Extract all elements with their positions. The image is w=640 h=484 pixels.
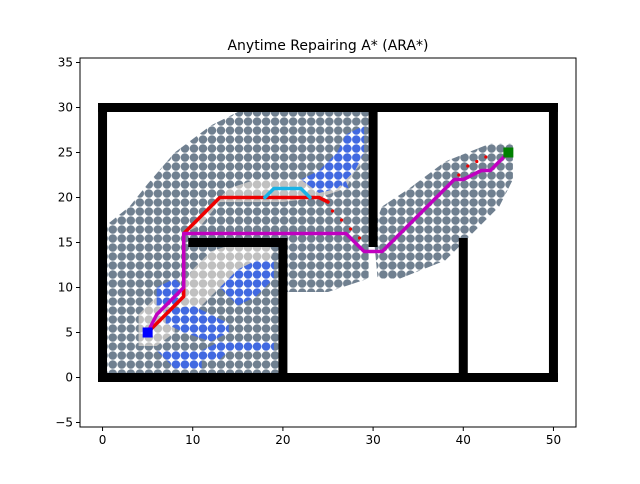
y-tick-label: 0 — [65, 371, 73, 385]
blue-region-0 — [300, 125, 365, 193]
light-region-0 — [183, 152, 365, 234]
y-tick-label: 5 — [65, 326, 73, 340]
path-dot-2 — [348, 227, 353, 231]
x-axis-ticks: 0 10 20 30 40 50 — [99, 427, 561, 447]
path-dot-1 — [339, 218, 344, 222]
path-dot-6 — [475, 159, 479, 164]
blue-region-4 — [165, 305, 229, 342]
y-tick-label: 20 — [58, 191, 73, 205]
y-tick-label: 10 — [58, 281, 73, 295]
x-tick-label: 10 — [185, 433, 200, 447]
x-tick-label: 20 — [275, 433, 290, 447]
path-middle — [263, 186, 312, 200]
path-layer — [145, 150, 511, 335]
path-final — [145, 150, 511, 335]
blue-region-5 — [337, 181, 349, 189]
blue-region-1 — [219, 260, 274, 306]
y-tick-label: 15 — [58, 236, 73, 250]
explored-region-1 — [373, 143, 513, 279]
x-tick-label: 40 — [456, 433, 471, 447]
y-tick-label: −5 — [55, 416, 73, 430]
chart-title: Anytime Repairing A* (ARA*) — [227, 38, 428, 54]
x-tick-label: 30 — [365, 433, 380, 447]
path-dot-4 — [457, 173, 461, 177]
path-dot-7 — [484, 155, 488, 159]
light-region-1 — [174, 242, 274, 315]
path-dot-0 — [330, 209, 335, 213]
marker-layer — [142, 147, 514, 338]
x-tick-label: 0 — [99, 433, 107, 447]
start-marker — [142, 327, 153, 338]
path-dot-3 — [357, 236, 362, 240]
blue-region-3 — [156, 341, 274, 369]
obstacle-layer — [98, 103, 558, 382]
blue-region-layer — [156, 125, 365, 369]
path-dot-5 — [466, 164, 470, 168]
y-axis-ticks: −5 0 5 10 15 20 25 30 35 — [55, 56, 80, 430]
y-tick-label: 35 — [58, 56, 73, 70]
x-tick-label: 50 — [546, 433, 561, 447]
blue-region-2 — [156, 278, 184, 306]
y-tick-label: 25 — [58, 146, 73, 160]
goal-marker — [503, 147, 514, 158]
y-tick-label: 30 — [58, 101, 73, 115]
